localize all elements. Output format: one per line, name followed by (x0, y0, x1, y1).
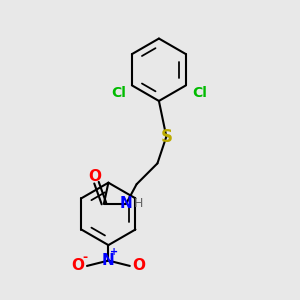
Text: O: O (88, 169, 101, 184)
Text: S: S (160, 128, 172, 146)
Text: N: N (120, 196, 133, 211)
Text: +: + (110, 247, 118, 257)
Text: H: H (134, 197, 143, 210)
Text: -: - (82, 250, 87, 263)
Text: N: N (102, 253, 115, 268)
Text: O: O (132, 258, 145, 273)
Text: Cl: Cl (192, 86, 207, 100)
Text: Cl: Cl (111, 86, 126, 100)
Text: O: O (72, 258, 85, 273)
